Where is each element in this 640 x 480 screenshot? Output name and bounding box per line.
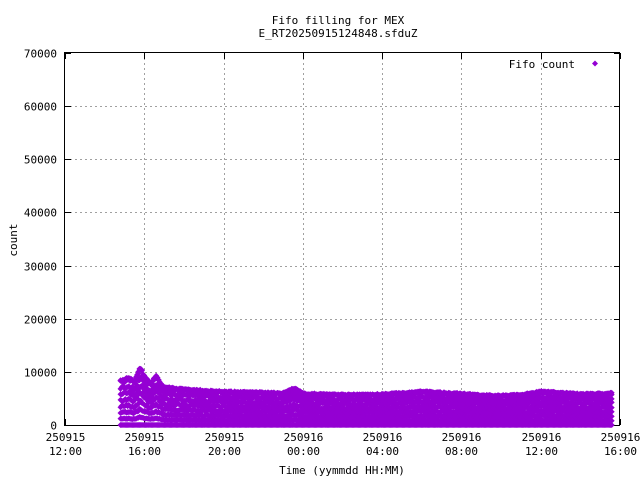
y-tick-label: 60000 bbox=[24, 101, 57, 114]
x-axis-label: Time (yymmdd HH:MM) bbox=[279, 464, 405, 477]
data-point bbox=[608, 395, 615, 402]
fifo-count-points bbox=[117, 365, 615, 428]
y-tick-label: 0 bbox=[50, 420, 57, 433]
grid-lines bbox=[65, 53, 620, 425]
chart-title-line-1: Fifo filling for MEX bbox=[272, 14, 405, 27]
legend: Fifo count bbox=[509, 58, 598, 71]
legend-marker-fifo-count bbox=[592, 60, 598, 67]
plot-frame bbox=[64, 52, 620, 426]
x-tick-label-date: 250916 bbox=[522, 431, 562, 444]
data-point bbox=[608, 389, 615, 396]
legend-label-fifo-count: Fifo count bbox=[509, 58, 575, 71]
data-point bbox=[608, 417, 615, 424]
x-tick-label-time: 12:00 bbox=[525, 445, 558, 458]
x-tick-label-time: 04:00 bbox=[366, 445, 399, 458]
y-axis: 0 10000 20000 30000 40000 50000 60000 70000 bbox=[24, 48, 620, 433]
chart-title-line-2: E_RT20250915124848.sfduZ bbox=[259, 27, 418, 40]
x-tick-label-date: 250916 bbox=[284, 431, 324, 444]
x-tick-label-date: 250915 bbox=[205, 431, 245, 444]
x-tick-label-date: 250916 bbox=[442, 431, 482, 444]
y-tick-label: 10000 bbox=[24, 367, 57, 380]
y-tick-label: 20000 bbox=[24, 314, 57, 327]
y-tick-label: 30000 bbox=[24, 261, 57, 274]
y-tick-label: 50000 bbox=[24, 154, 57, 167]
x-tick-label-date: 250915 bbox=[125, 431, 165, 444]
data-point bbox=[608, 422, 615, 428]
data-point bbox=[608, 399, 615, 406]
data-point bbox=[608, 413, 615, 420]
y-tick-label: 70000 bbox=[24, 48, 57, 61]
x-tick-label-date: 250915 bbox=[46, 431, 86, 444]
x-tick-label-time: 16:00 bbox=[604, 445, 637, 458]
x-tick-label-time: 12:00 bbox=[49, 445, 82, 458]
x-tick-label-time: 16:00 bbox=[128, 445, 161, 458]
data-point bbox=[608, 408, 615, 415]
x-tick-label-date: 250916 bbox=[363, 431, 403, 444]
x-tick-label-time: 20:00 bbox=[208, 445, 241, 458]
x-tick-label-time: 00:00 bbox=[287, 445, 320, 458]
data-point bbox=[608, 404, 615, 411]
x-tick-label-time: 08:00 bbox=[445, 445, 478, 458]
x-tick-label-date: 250916 bbox=[601, 431, 640, 444]
x-axis: 25091512:0025091516:0025091520:002509160… bbox=[46, 53, 640, 458]
y-tick-label: 40000 bbox=[24, 207, 57, 220]
y-axis-label: count bbox=[7, 223, 20, 256]
